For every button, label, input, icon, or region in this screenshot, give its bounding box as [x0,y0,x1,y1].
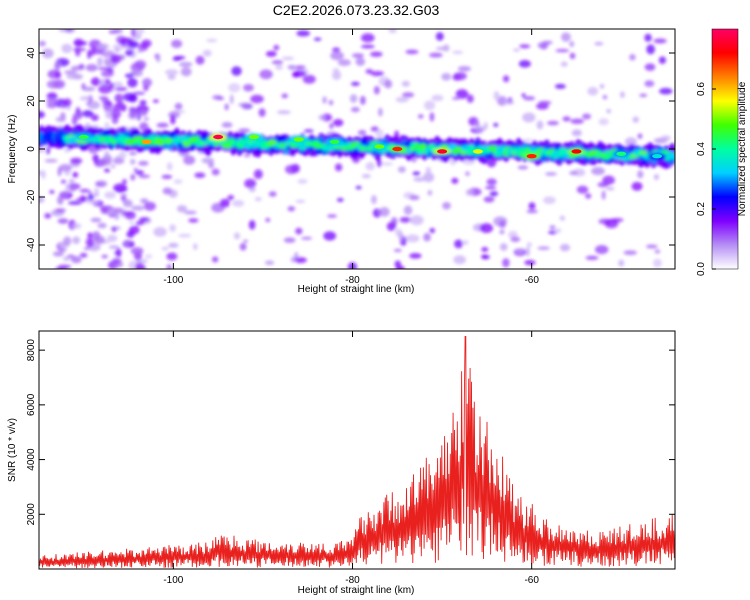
snr-frame [38,330,676,570]
spectrogram-hotspot [571,149,582,154]
figure-title: C2E2.2026.073.23.32.G03 [273,2,440,18]
spectrogram-hotspot [526,154,537,159]
snr-x-label: Height of straight line (km) [298,585,415,596]
colorbar-tick-label: 0.0 [696,262,707,276]
spectrogram-hotspot [141,139,152,144]
spectrogram-hotspot [329,139,340,144]
spectrogram-y-tick-label: -40 [26,237,37,252]
spectrogram-hotspot [248,134,259,140]
spectrogram-hotspot [374,144,385,149]
spectrogram-y-tick-label: 20 [26,95,37,107]
colorbar-tick-label: 0.6 [696,82,707,96]
spectrogram-x-tick-label: -80 [345,275,360,286]
spectrogram-y-tick-label: -20 [26,189,37,204]
colorbar-tick-label: 0.4 [696,142,707,156]
spectrogram-y-tick-label: 40 [26,47,37,59]
colorbar-gradient [711,28,739,270]
spectrogram-heat-layer [39,29,675,269]
snr-x-tick-label: -60 [524,575,539,586]
spectrogram-plot: -100 -80 -60 -40 -20 0 20 40 Height of straigh… [7,28,676,295]
spectrogram-y-tick-label: 0 [26,146,37,152]
spectrogram-x-ticks: -100 -80 -60 [163,29,539,286]
snr-y-tick-label: 6000 [26,393,37,416]
snr-y-label: SNR (10 * v/v) [7,418,18,482]
spectrogram-hotspot [437,149,448,154]
spectrogram-hotspot [78,134,89,140]
spectrogram-x-tick-label: -60 [524,275,539,286]
colorbar-ticks: 0.0 0.2 0.4 0.6 [696,82,716,276]
spectrogram-x-label: Height of straight line (km) [298,284,415,295]
colorbar-tick-label: 0.2 [696,202,707,216]
spectrogram-hotspot [616,151,627,156]
snr-x-tick-label: -100 [163,575,183,586]
snr-y-tick-label: 8000 [26,339,37,362]
spectrogram-hotspot [472,149,483,154]
spectrogram-y-ticks: -40 -20 0 20 40 [26,47,675,252]
snr-y-ticks: 2000 4000 6000 8000 [26,339,675,526]
snr-y-tick-label: 4000 [26,448,37,471]
spectrogram-hotspot [213,134,224,140]
spectrogram-hotspot [392,146,403,152]
spectrogram-x-tick-label: -100 [163,275,183,286]
colorbar-label: Normalized spectral amplitude [737,81,748,216]
snr-series-line [39,336,675,569]
snr-x-ticks: -100 -80 -60 [163,331,539,586]
snr-x-tick-label: -80 [345,575,360,586]
colorbar: 0.0 0.2 0.4 0.6 Normalized spectral amplitu… [696,28,748,276]
snr-plot: -100 -80 -60 2000 4000 6000 8000 Height of st… [7,330,676,596]
spectrogram-hotspot [652,154,663,159]
spectrogram-hotspot [293,137,304,142]
snr-y-tick-label: 2000 [26,503,37,526]
spectrogram-y-label: Frequency (Hz) [7,115,18,184]
